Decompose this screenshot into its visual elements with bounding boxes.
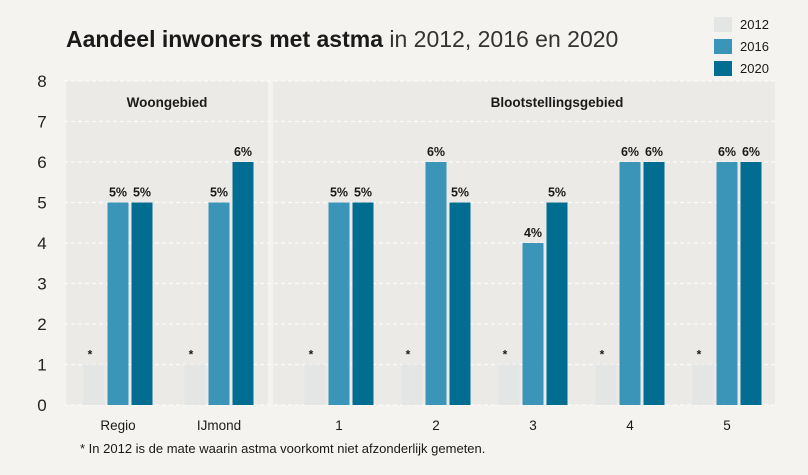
legend-label: 2012 [740, 16, 769, 32]
x-tick-label: 4 [626, 418, 634, 433]
y-tick-label: 1 [37, 356, 46, 375]
bar-2012 [692, 364, 714, 405]
bar-label-2020: 6% [742, 145, 760, 159]
bar-2016 [208, 202, 230, 405]
group-label: Woongebied [127, 95, 208, 110]
bar-label-2012: * [697, 348, 702, 362]
bar-label-2012: * [88, 348, 93, 362]
bar-2020 [352, 202, 374, 405]
bar-2012 [83, 364, 105, 405]
legend-item-2012: 2012 [714, 14, 769, 34]
bar-2020 [546, 202, 568, 405]
bar-2020 [232, 162, 254, 405]
bar-2012 [401, 364, 423, 405]
bar-label-2020: 6% [645, 145, 663, 159]
bar-label-2020: 5% [451, 186, 469, 200]
bar-label-2012: * [189, 348, 194, 362]
x-tick-label: 5 [723, 418, 731, 433]
bar-label-2016: 6% [718, 145, 736, 159]
bar-label-2012: * [406, 348, 411, 362]
x-tick-label: 2 [432, 418, 440, 433]
y-tick-label: 8 [37, 72, 46, 91]
bar-label-2012: * [503, 348, 508, 362]
x-tick-label: 1 [335, 418, 343, 433]
group-label: Blootstellingsgebied [491, 95, 624, 110]
bar-label-2016: 5% [210, 186, 228, 200]
bar-label-2020: 5% [548, 186, 566, 200]
legend-item-2016: 2016 [714, 36, 769, 56]
legend-swatch [714, 60, 732, 76]
bar-label-2016: 6% [427, 145, 445, 159]
bar-label-2012: * [309, 348, 314, 362]
x-tick-label: Regio [100, 418, 135, 433]
bar-label-2016: 5% [330, 186, 348, 200]
bar-label-2020: 5% [354, 186, 372, 200]
bar-label-2020: 6% [234, 145, 252, 159]
bar-label-2012: * [600, 348, 605, 362]
legend-swatch [714, 38, 732, 54]
legend-label: 2020 [740, 60, 769, 76]
bar-2012 [184, 364, 206, 405]
y-tick-label: 0 [37, 396, 46, 415]
bar-2012 [304, 364, 326, 405]
bar-label-2016: 4% [524, 226, 542, 240]
bar-label-2016: 6% [621, 145, 639, 159]
bar-2012 [595, 364, 617, 405]
legend-label: 2016 [740, 38, 769, 54]
footnote: * In 2012 is de mate waarin astma voorko… [80, 441, 486, 456]
legend-item-2020: 2020 [714, 58, 769, 78]
bar-2020 [740, 162, 762, 405]
y-tick-label: 6 [37, 153, 46, 172]
y-tick-label: 7 [37, 113, 46, 132]
bar-2020 [643, 162, 665, 405]
bar-label-2020: 5% [133, 186, 151, 200]
bar-2016 [328, 202, 350, 405]
y-tick-label: 3 [37, 275, 46, 294]
bar-2020 [449, 202, 471, 405]
bar-2020 [131, 202, 153, 405]
x-tick-label: IJmond [197, 418, 241, 433]
x-tick-label: 3 [529, 418, 537, 433]
bar-label-2016: 5% [109, 186, 127, 200]
bar-2016 [107, 202, 129, 405]
legend-swatch [714, 16, 732, 32]
bar-2012 [498, 364, 520, 405]
chart-title: Aandeel inwoners met astma in 2012, 2016… [66, 26, 618, 53]
bar-2016 [619, 162, 641, 405]
y-tick-label: 2 [37, 315, 46, 334]
legend: 2012 2016 2020 [714, 14, 769, 80]
bar-2016 [425, 162, 447, 405]
y-tick-label: 4 [37, 234, 46, 253]
bar-2016 [716, 162, 738, 405]
bar-2016 [522, 243, 544, 405]
title-main: Aandeel inwoners met astma [66, 26, 383, 52]
y-tick-label: 5 [37, 194, 46, 213]
title-sub: in 2012, 2016 en 2020 [389, 26, 619, 52]
